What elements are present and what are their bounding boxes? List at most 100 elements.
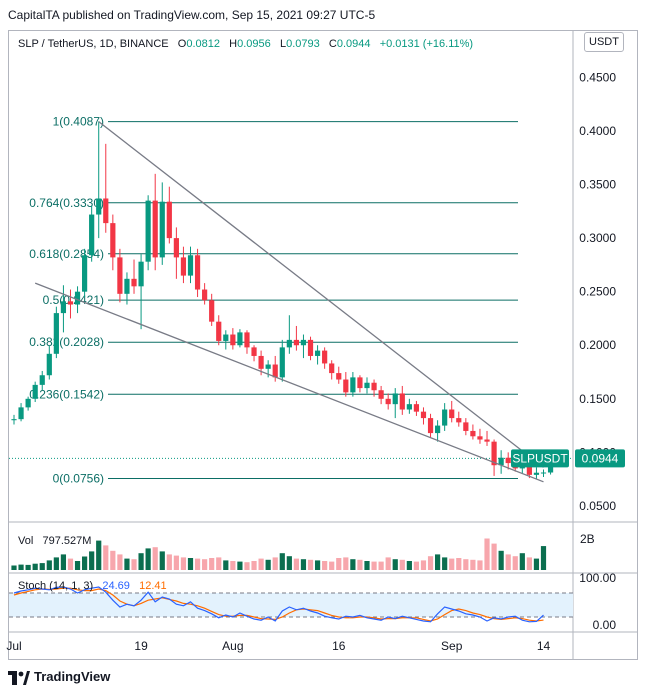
volume-bar <box>314 560 321 570</box>
candle-body <box>187 255 194 276</box>
candle-body <box>216 321 222 341</box>
volume-bar <box>371 561 377 570</box>
candle-body <box>131 278 137 287</box>
volume-bar <box>237 561 243 570</box>
candle-body <box>385 398 391 405</box>
stoch-k-line <box>13 586 544 623</box>
stoch-label[interactable]: Stoch (14, 1, 3) <box>18 580 94 592</box>
candle-body <box>392 393 398 405</box>
candle-body <box>477 436 483 440</box>
volume-bar <box>60 554 67 570</box>
stoch-k-value: 24.69 <box>102 580 130 592</box>
candle-body <box>230 334 236 346</box>
volume-bar <box>336 558 342 570</box>
price-tick-label: 0.2000 <box>579 338 616 352</box>
candle-body <box>32 384 38 399</box>
candle-body <box>406 404 412 410</box>
volume-bar <box>498 550 504 570</box>
volume-bar <box>67 558 74 570</box>
volume-bar <box>89 551 95 570</box>
volume-bar <box>456 558 462 570</box>
candle-body <box>96 198 102 215</box>
volume-bar <box>329 561 335 570</box>
volume-bar <box>343 557 349 570</box>
candle-body <box>237 332 243 346</box>
volume-bar <box>159 551 165 570</box>
volume-bar <box>244 562 250 570</box>
change-value: +0.0131 (+16.11%) <box>379 38 474 50</box>
volume-label[interactable]: Vol <box>18 535 34 547</box>
stoch-axis-label: 100.00 <box>579 571 616 585</box>
candle-body <box>533 472 540 475</box>
volume-bar <box>265 559 271 570</box>
time-tick-label: 14 <box>537 639 551 653</box>
candle-body <box>293 339 299 346</box>
candle-body <box>166 201 172 239</box>
candle-body <box>329 363 335 374</box>
time-tick-label: Jul <box>6 639 21 653</box>
volume-bar <box>53 557 59 570</box>
volume-value: 797.527M <box>42 535 92 547</box>
candle-body <box>124 278 130 294</box>
volume-bar <box>364 561 370 570</box>
candle-body <box>60 301 67 314</box>
symbol-badge-bg <box>511 449 569 468</box>
fib-level-label: 0.236(0.1542) <box>29 387 104 401</box>
volume-bar <box>216 557 222 570</box>
candle-body <box>39 375 45 385</box>
tradingview-logo-icon <box>8 671 30 685</box>
candle-body <box>209 300 215 322</box>
volume-bar <box>399 559 405 570</box>
volume-bar <box>378 561 384 570</box>
volume-bar <box>484 538 490 570</box>
volume-bar <box>152 547 158 570</box>
volume-bar <box>420 560 427 570</box>
fib-level-label: 0.5(0.2421) <box>43 293 104 307</box>
volume-bar <box>131 559 137 570</box>
low-label: L <box>279 38 287 50</box>
candle-body <box>138 261 144 287</box>
symbol-badge-text: SLPUSDT <box>512 451 568 465</box>
volume-axis-label: 2B <box>580 532 595 546</box>
volume-bar <box>427 556 434 570</box>
volume-bar <box>124 558 130 570</box>
volume-bar <box>533 558 540 570</box>
candle-body <box>258 355 264 369</box>
stoch-d-value: 12.41 <box>139 580 167 592</box>
close-value: 0.0944 <box>336 38 371 50</box>
brand-name: TradingView <box>34 669 111 684</box>
volume-bar <box>209 558 215 570</box>
candle-body <box>314 350 321 356</box>
volume-bar <box>505 554 511 570</box>
candle-body <box>491 441 497 466</box>
candle-body <box>152 200 158 258</box>
candle-body <box>25 398 31 408</box>
volume-bar <box>526 557 532 570</box>
volume-bar <box>46 560 52 570</box>
candle-body <box>145 200 151 262</box>
volume-bar <box>540 546 547 570</box>
volume-bar <box>357 559 363 570</box>
symbol-label[interactable]: SLP / TetherUS, 1D, BINANCE <box>18 38 169 50</box>
last-price-badge-text: 0.0944 <box>582 451 619 465</box>
candle-body <box>244 332 250 348</box>
volume-bar <box>519 553 525 570</box>
volume-bar <box>25 564 31 570</box>
volume-bar <box>463 559 469 570</box>
candle-body <box>364 382 370 389</box>
candle-body <box>180 257 187 276</box>
volume-bar <box>39 563 45 570</box>
candle-body <box>18 407 24 420</box>
currency-button[interactable]: USDT <box>584 32 624 52</box>
candle-body <box>413 404 420 412</box>
fib-level-label: 1(0.4087) <box>53 115 104 129</box>
fib-level-label: 0(0.0756) <box>53 472 104 486</box>
volume-bar <box>307 559 314 570</box>
time-tick-label: 19 <box>134 639 148 653</box>
open-label: O <box>177 38 187 50</box>
candle-body <box>498 457 504 466</box>
price-tick-label: 0.4000 <box>579 124 616 138</box>
volume-bar <box>103 545 109 570</box>
volume-bar <box>392 559 398 570</box>
